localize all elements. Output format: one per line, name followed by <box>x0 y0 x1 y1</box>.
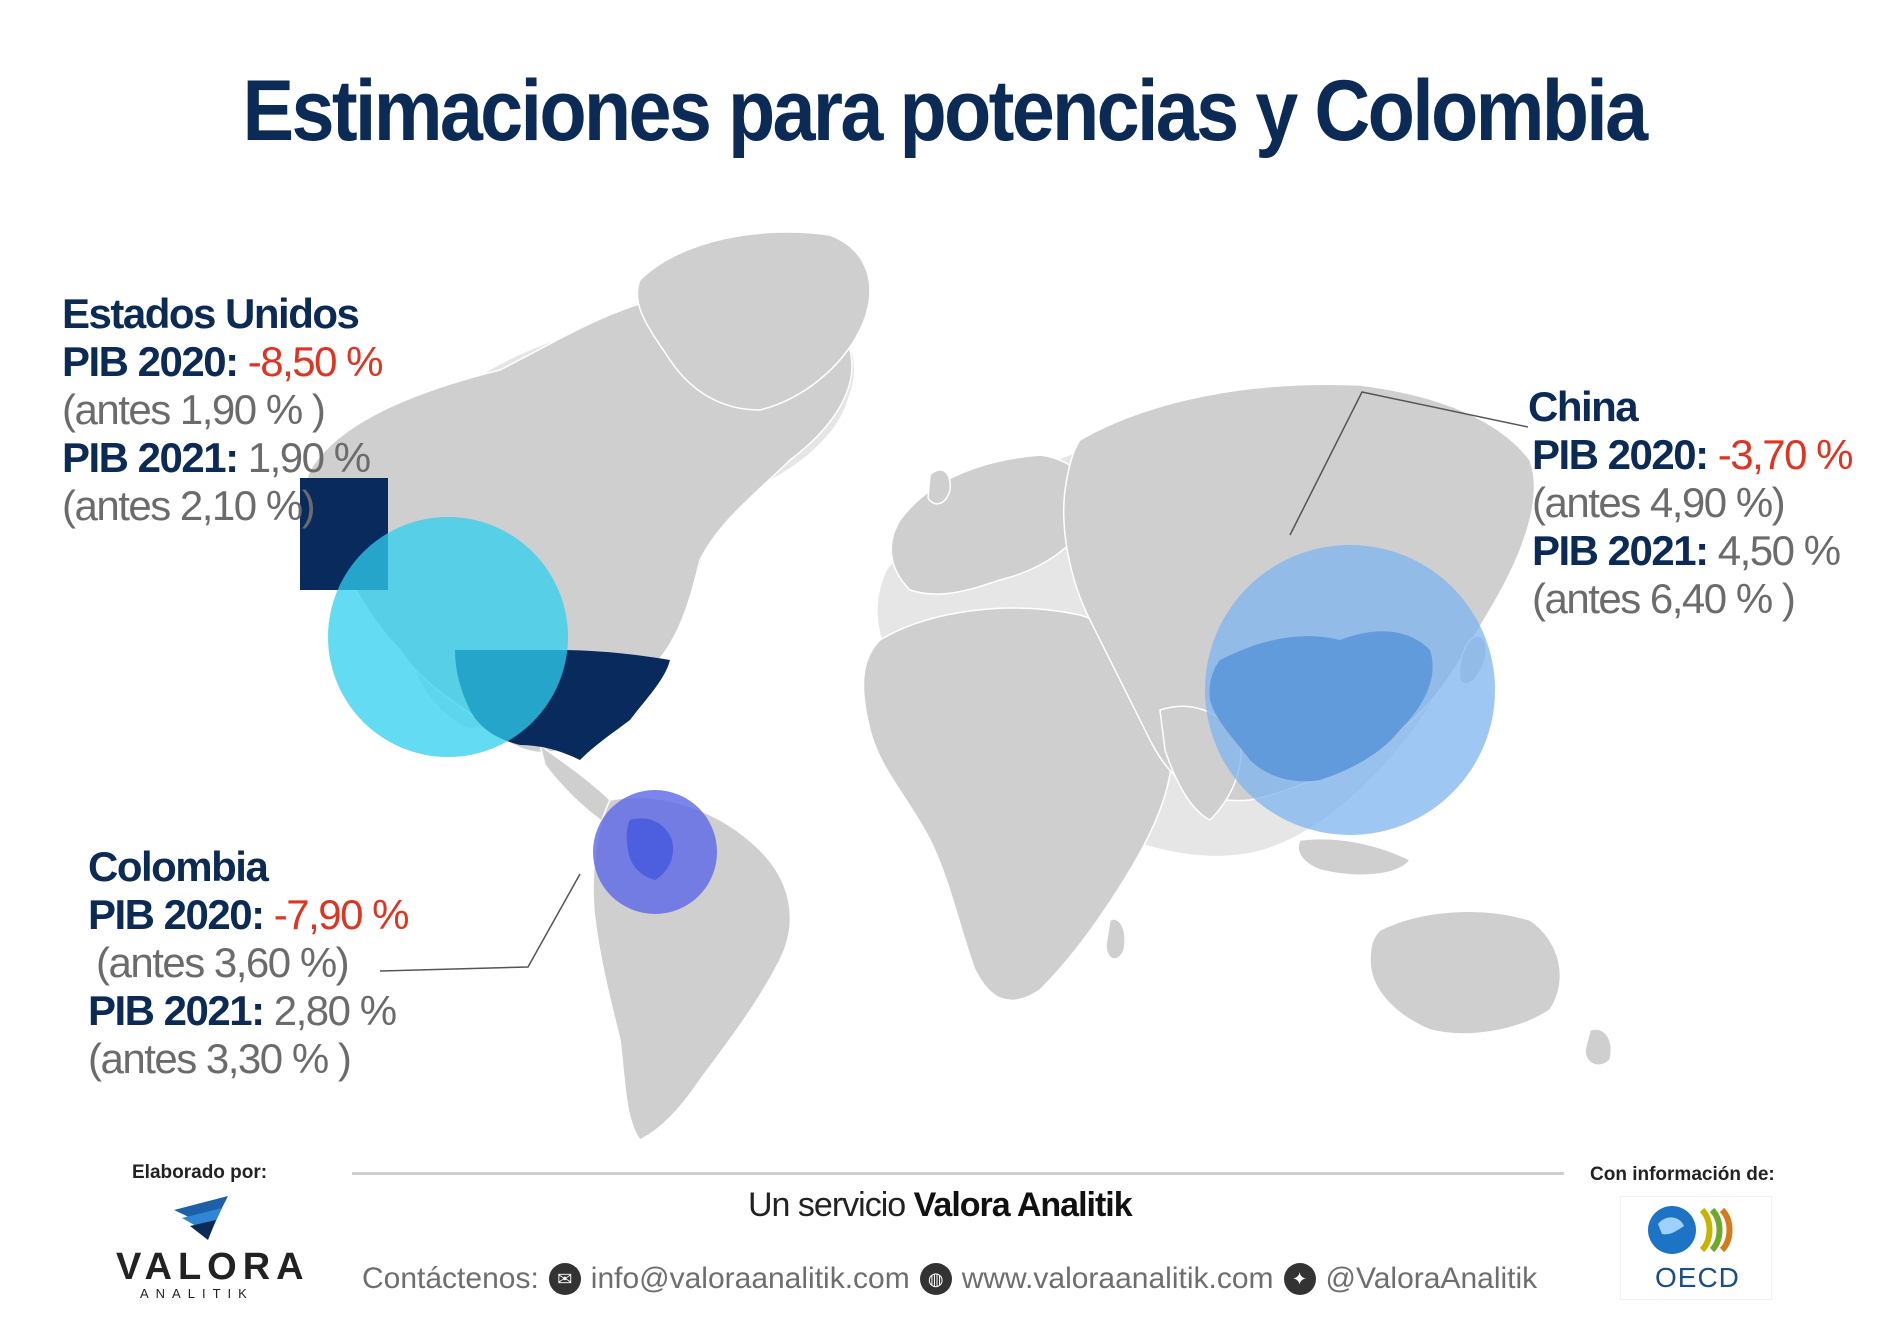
email-link[interactable]: info@valoraanalitik.com <box>590 1262 910 1295</box>
valora-logo-icon <box>174 1196 228 1240</box>
valora-wordmark: VALORA <box>116 1246 310 1288</box>
pib-2021-value: 1,90 % <box>247 434 371 481</box>
china-circle <box>1205 545 1495 835</box>
made-by-label: Elaborado por: <box>132 1162 268 1183</box>
madagascar <box>1105 918 1126 960</box>
valora-subtitle: ANALITIK <box>140 1286 254 1301</box>
footer-divider <box>352 1172 1564 1175</box>
usa-info-block: Estados Unidos PIB 2020: -8,50 % (antes … <box>62 290 384 530</box>
pib-2020-label: PIB 2020: <box>62 338 239 385</box>
service-prefix: Un servicio <box>748 1186 914 1224</box>
greenland <box>636 231 871 411</box>
pib-2020-label: PIB 2020: <box>88 891 265 938</box>
page-title: Estimaciones para potencias y Colombia <box>242 63 1649 159</box>
new-zealand <box>1584 1028 1612 1066</box>
pib-2020-value: -7,90 % <box>273 891 410 938</box>
australia <box>1369 910 1562 1035</box>
china-leader-line <box>1289 391 1529 536</box>
pib-2021-previous: (antes 6,40 % ) <box>1532 575 1796 622</box>
globe-icon: ◍ <box>919 1263 952 1295</box>
china-info-block: China PIB 2020: -3,70 % (antes 4,90 %) P… <box>1528 383 1854 623</box>
oecd-logo-icon <box>1620 1196 1772 1300</box>
contact-bar: Contáctenos: ✉ info@valoraanalitik.com ◍… <box>362 1262 1537 1296</box>
twitter-bird-icon: ✦ <box>1283 1263 1316 1295</box>
pib-2020-previous: (antes 4,90 %) <box>1532 479 1786 526</box>
usa-circle <box>328 517 568 757</box>
pib-2020-previous: (antes 1,90 % ) <box>62 386 326 433</box>
pib-2020-value: -8,50 % <box>247 338 384 385</box>
pib-2021-value: 2,80 % <box>273 987 397 1034</box>
website-link[interactable]: www.valoraanalitik.com <box>961 1262 1274 1295</box>
pib-2020-previous: (antes 3,60 %) <box>96 939 350 986</box>
pib-2021-previous: (antes 2,10 %) <box>62 482 316 529</box>
oecd-wordmark: OECD <box>1655 1262 1740 1293</box>
colombia-leader-line <box>379 873 581 972</box>
service-brand: Valora Analitik <box>913 1186 1133 1224</box>
pib-2020-value: -3,70 % <box>1717 431 1854 478</box>
pib-2021-previous: (antes 3,30 % ) <box>88 1035 352 1082</box>
pib-2021-label: PIB 2021: <box>88 987 265 1034</box>
service-text: Un servicio Valora Analitik <box>748 1186 1133 1225</box>
se-asia <box>1297 837 1412 876</box>
country-name: Colombia <box>88 843 269 890</box>
country-name: Estados Unidos <box>62 290 360 337</box>
colombia-circle <box>593 790 717 914</box>
colombia-info-block: Colombia PIB 2020: -7,90 % (antes 3,60 %… <box>88 843 410 1083</box>
pib-2021-label: PIB 2021: <box>62 434 239 481</box>
twitter-link[interactable]: @ValoraAnalitik <box>1325 1262 1538 1295</box>
info-source-label: Con información de: <box>1590 1164 1775 1185</box>
uk <box>927 469 951 505</box>
envelope-icon: ✉ <box>548 1263 581 1295</box>
pib-2021-value: 4,50 % <box>1717 527 1841 574</box>
pib-2020-label: PIB 2020: <box>1532 431 1709 478</box>
country-name: China <box>1528 383 1639 430</box>
pib-2021-label: PIB 2021: <box>1532 527 1709 574</box>
contact-label: Contáctenos: <box>362 1262 539 1295</box>
